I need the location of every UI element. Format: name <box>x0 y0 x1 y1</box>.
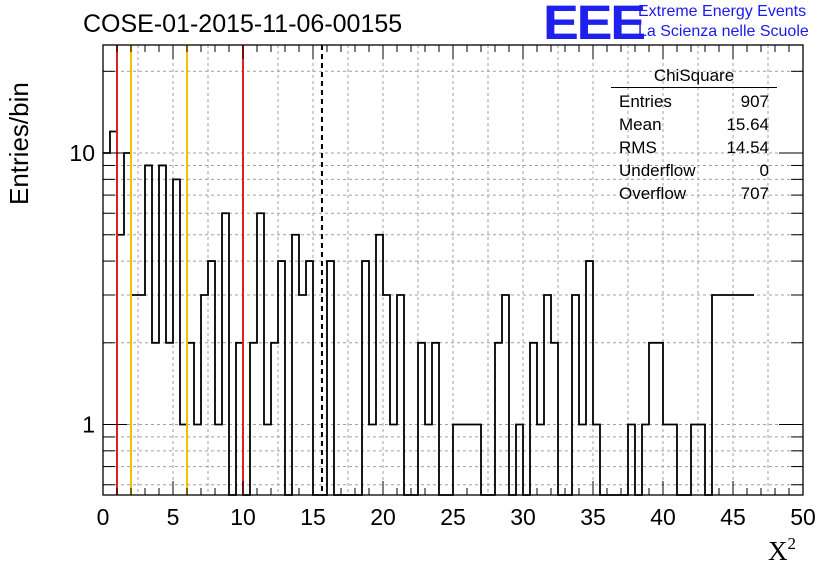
stats-title: ChiSquare <box>611 66 777 88</box>
stats-value: 907 <box>740 92 769 111</box>
x-tick-label: 10 <box>230 504 256 530</box>
y-axis-label: Entries/bin <box>4 82 34 205</box>
histogram-bin <box>586 261 593 495</box>
x-tick-label: 40 <box>650 504 676 530</box>
histogram-bin <box>124 153 131 495</box>
histogram-bin <box>544 295 551 495</box>
x-tick-label: 0 <box>97 504 110 530</box>
histogram-outline <box>103 130 754 496</box>
histogram-bin <box>502 295 509 495</box>
stats-label: RMS <box>619 138 657 157</box>
y-tick-labels: 1 10 <box>69 140 95 437</box>
histogram-bin <box>271 343 278 495</box>
histogram-bin <box>495 343 502 495</box>
histogram-bin <box>152 343 159 495</box>
histogram-bin <box>418 343 425 495</box>
x-tick-label: 45 <box>720 504 746 530</box>
histogram-bin <box>278 261 285 495</box>
y-tick-label: 1 <box>82 412 95 438</box>
histogram-bin <box>201 295 208 495</box>
histogram-bin <box>383 295 390 495</box>
histogram-bin <box>173 179 180 495</box>
x-tick-labels: 0 5 10 15 20 25 30 35 40 45 50 <box>97 504 816 530</box>
stats-row-overflow: Overflow 707 <box>611 182 777 205</box>
histogram-bin <box>432 343 439 495</box>
x-tick-label: 25 <box>440 504 466 530</box>
stats-row-entries: Entries 907 <box>611 90 777 113</box>
histogram-bin <box>222 213 229 495</box>
stats-label: Mean <box>619 115 662 134</box>
histogram-bin <box>299 295 306 495</box>
histogram-bin <box>551 343 558 495</box>
histogram-bin <box>306 261 313 495</box>
reference-lines <box>116 45 323 495</box>
x-tick-label: 50 <box>790 504 816 530</box>
stats-label: Entries <box>619 92 672 111</box>
x-tick-label: 5 <box>167 504 180 530</box>
histogram-bin <box>397 295 404 495</box>
stats-label: Overflow <box>619 184 687 203</box>
stats-value: 15.64 <box>726 115 769 134</box>
stats-box: ChiSquare Entries 907 Mean 15.64 RMS 14.54 … <box>611 66 777 205</box>
histogram-bin <box>117 235 124 495</box>
histogram-bin <box>250 343 257 495</box>
stats-value: 0 <box>759 161 769 180</box>
histogram-bin <box>257 213 264 495</box>
histogram-bin <box>572 295 579 495</box>
histogram-bin <box>131 295 138 495</box>
histogram-bin <box>236 343 243 495</box>
stats-value: 707 <box>740 184 769 203</box>
x-tick-label: 35 <box>580 504 606 530</box>
chart-title: COSE-01-2015-11-06-00155 <box>83 10 403 38</box>
histogram-bin <box>362 261 369 495</box>
histogram-bin <box>656 343 663 495</box>
histogram-bin <box>327 261 334 495</box>
histogram-bin <box>719 295 726 495</box>
logo-line-2: La Scienza nelle Scuole <box>638 23 809 40</box>
x-tick-label: 20 <box>370 504 396 530</box>
histogram-bin <box>530 343 537 495</box>
eee-logo: EEE <box>543 0 646 50</box>
axis-ticks <box>102 45 804 495</box>
logo-line-1: Extreme Energy Events <box>638 3 807 20</box>
histogram-bin <box>649 343 656 495</box>
histogram-bin <box>726 295 733 495</box>
histogram-bin <box>187 343 194 495</box>
x-axis-label: X2 <box>768 534 796 566</box>
histogram-bin <box>292 235 299 495</box>
histogram-bin <box>103 153 110 495</box>
stats-row-underflow: Underflow 0 <box>611 159 777 182</box>
histogram-bin <box>110 132 117 495</box>
stats-label: Underflow <box>619 161 696 180</box>
histogram-bin <box>376 235 383 495</box>
histogram-bin <box>166 343 173 495</box>
x-tick-label: 15 <box>300 504 326 530</box>
stats-value: 14.54 <box>726 138 769 157</box>
histogram-bin <box>747 295 754 495</box>
histogram-bin <box>712 295 719 495</box>
y-tick-label: 10 <box>69 140 95 166</box>
histogram-bin <box>138 295 145 495</box>
histogram-bin <box>145 165 152 495</box>
histogram-bin <box>733 295 740 495</box>
histogram-bin <box>159 165 166 495</box>
x-tick-label: 30 <box>510 504 536 530</box>
stats-row-mean: Mean 15.64 <box>611 113 777 136</box>
histogram-bars <box>103 130 754 496</box>
histogram-bin <box>208 261 215 495</box>
histogram-bin <box>740 295 747 495</box>
stats-row-rms: RMS 14.54 <box>611 136 777 159</box>
